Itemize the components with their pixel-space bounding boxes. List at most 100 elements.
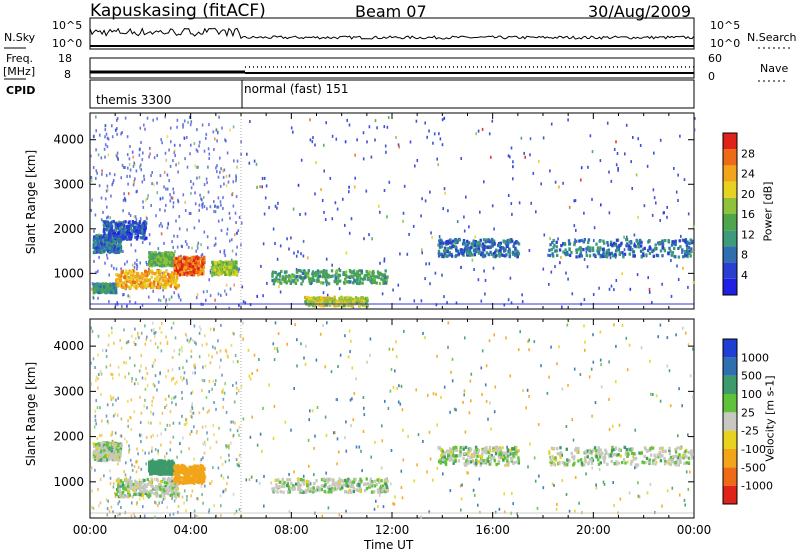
noise-echo <box>651 213 654 217</box>
noise-echo <box>140 440 142 444</box>
noise-echo <box>98 255 100 259</box>
echo-region-cell <box>178 257 182 261</box>
echo-region-cell <box>611 254 615 258</box>
echo-region-cell <box>494 254 497 258</box>
echo-region-cell <box>98 250 101 254</box>
noise-echo <box>160 443 162 447</box>
noise-echo <box>174 395 177 399</box>
noise-echo <box>124 262 126 266</box>
echo-region-cell <box>105 441 109 445</box>
echo-region-cell <box>163 261 166 265</box>
noise-echo <box>451 379 454 383</box>
noise-echo <box>122 165 125 169</box>
echo-region-cell <box>437 254 441 258</box>
noise-echo <box>477 503 479 507</box>
noise-echo <box>230 420 232 424</box>
noise-echo <box>598 468 601 471</box>
echo-region-cell <box>331 274 334 278</box>
noise-echo <box>432 141 434 145</box>
noise-echo <box>146 384 149 388</box>
echo-region-cell <box>139 279 143 283</box>
echo-region-cell <box>323 297 326 301</box>
noise-echo <box>156 154 158 157</box>
noise-echo <box>127 275 130 279</box>
noise-echo <box>421 197 423 201</box>
noise-echo <box>174 382 176 386</box>
echo-region-cell <box>562 242 565 246</box>
noise-echo <box>507 298 510 302</box>
noise-echo <box>150 435 152 439</box>
noise-echo <box>117 513 119 517</box>
echo-region-cell <box>103 289 106 294</box>
echo-region-cell <box>648 251 652 255</box>
echo-region-cell <box>175 276 179 280</box>
noise-echo <box>131 263 134 267</box>
noise-echo <box>137 452 139 456</box>
echo-region-cell <box>308 300 311 304</box>
echo-region-cell <box>199 270 202 274</box>
echo-region-cell <box>384 269 387 273</box>
noise-echo <box>331 134 334 138</box>
noise-echo <box>208 379 211 383</box>
noise-echo <box>460 265 462 269</box>
echo-region-cell <box>585 247 588 251</box>
noise-echo <box>392 386 395 389</box>
echo-region-cell <box>138 221 141 225</box>
noise-echo <box>159 326 161 330</box>
noise-echo <box>348 231 351 235</box>
echo-region-cell <box>375 275 379 279</box>
noise-echo <box>154 374 157 378</box>
noise-echo <box>126 153 129 157</box>
noise-echo <box>249 435 252 439</box>
noise-echo <box>692 395 694 399</box>
noise-echo <box>165 298 167 302</box>
noise-echo <box>148 295 150 299</box>
noise-echo <box>152 433 154 437</box>
noise-echo <box>485 364 488 368</box>
noise-echo <box>224 488 227 492</box>
echo-region-cell <box>191 265 194 269</box>
echo-region-cell <box>151 283 154 288</box>
echo-region-cell <box>636 240 639 244</box>
noise-echo <box>433 132 436 136</box>
noise-echo <box>106 145 109 149</box>
noise-echo <box>112 403 114 407</box>
echo-region-cell <box>200 272 203 276</box>
echo-region-cell <box>197 258 200 262</box>
echo-region-cell <box>325 272 328 276</box>
echo-region-cell <box>330 297 333 301</box>
noise-echo <box>338 513 341 517</box>
echo-region-cell <box>152 253 156 257</box>
noise-echo <box>467 471 469 475</box>
noise-echo <box>578 501 580 505</box>
echo-region-cell <box>303 270 306 275</box>
echo-region-cell <box>444 246 447 250</box>
echo-region-cell <box>148 284 151 288</box>
noise-echo <box>308 464 310 468</box>
noise-echo <box>315 161 317 165</box>
noise-echo <box>612 481 614 484</box>
echo-region-cell <box>470 243 473 247</box>
echo-region-cell <box>142 221 145 225</box>
noise-echo <box>459 484 462 488</box>
noise-echo <box>208 123 210 127</box>
echo-region-cell <box>159 258 162 262</box>
noise-echo <box>131 501 133 505</box>
echo-region-cell <box>627 247 630 251</box>
echo-region-cell <box>352 300 355 304</box>
noise-echo <box>232 180 235 184</box>
echo-region-cell <box>141 223 144 227</box>
noise-echo <box>198 208 200 212</box>
noise-echo <box>105 414 108 418</box>
echo-region-cell <box>463 241 466 245</box>
echo-region-cell <box>108 243 111 247</box>
noise-echo <box>383 189 386 192</box>
noise-echo <box>600 203 602 207</box>
noise-echo <box>535 210 537 214</box>
echo-region-cell <box>123 235 126 239</box>
noise-echo <box>130 243 132 247</box>
noise-echo <box>554 463 557 467</box>
echo-region-cell <box>198 264 201 269</box>
echo-region-cell <box>311 270 315 274</box>
noise-echo <box>583 211 585 215</box>
